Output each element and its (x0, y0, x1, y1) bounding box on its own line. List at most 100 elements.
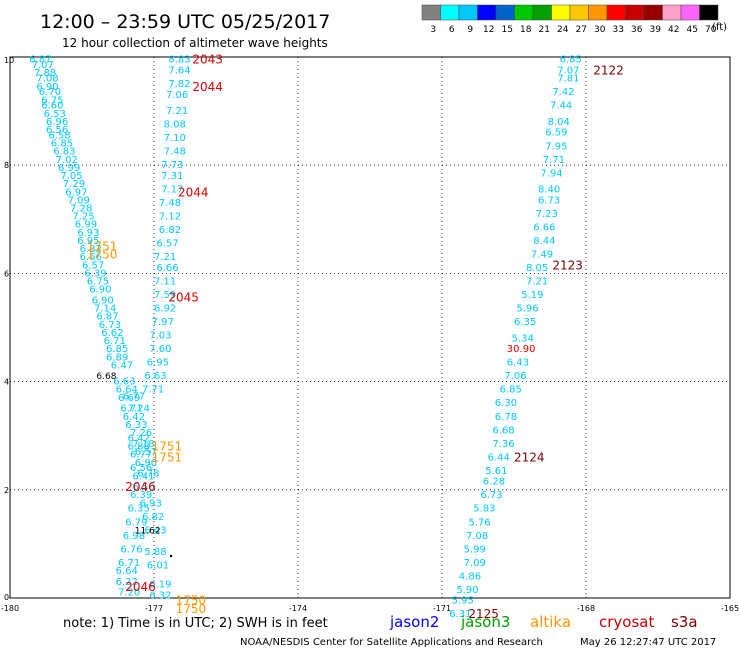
color-scale-label: 27 (576, 25, 587, 35)
wave-height-value: 7.21 (166, 106, 188, 117)
footer-timestamp: May 26 12:27:47 UTC 2017 (580, 637, 716, 648)
wave-height-value: 7.82 (168, 79, 190, 90)
x-tick-label: -171 (433, 604, 451, 613)
wave-height-value: 6.66 (80, 252, 102, 263)
wave-height-value: 8.40 (538, 185, 560, 196)
wave-height-value: 7.26 (130, 428, 152, 439)
color-scale-label: 70 (705, 25, 717, 35)
wave-height-value: 6.71 (104, 336, 126, 347)
color-swatch (532, 4, 552, 21)
wave-height-value: 7.09 (68, 195, 90, 206)
pass-number-label: 2044 (192, 80, 223, 94)
wave-height-value: 6.98 (123, 531, 145, 542)
wave-height-value: 7.17 (161, 185, 183, 196)
color-swatch (588, 4, 608, 21)
satellite-legend: jason2 jason3 altika cryosat s3a (389, 613, 698, 631)
pass-number-label: 2044 (178, 185, 209, 199)
wave-height-value: 6.42 (123, 412, 145, 423)
wave-height-value: 6.99 (75, 220, 97, 231)
wave-height-value: 6.83 (53, 147, 75, 158)
legend-entry-altika: altika (530, 613, 571, 631)
color-scale-label: 15 (502, 25, 513, 35)
wave-height-value: 6.78 (137, 469, 159, 480)
wave-height-value: 7.48 (164, 147, 186, 158)
wave-height-value: 7.03 (149, 331, 171, 342)
page-subtitle: 12 hour collection of altimeter wave hei… (62, 36, 328, 50)
wave-height-value: 6.42 (128, 433, 150, 444)
color-scale-label: 21 (539, 25, 550, 35)
wave-height-value: 6.71 (118, 558, 140, 569)
wave-height-value: 5.99 (464, 544, 486, 555)
color-scale-label: 9 (467, 25, 473, 35)
color-swatch (440, 4, 460, 21)
wave-height-value: 6.58 (48, 130, 70, 141)
pass-number-label: 1750 (176, 594, 207, 608)
wave-height-value: 6.19 (149, 579, 171, 590)
wave-height-value: 6.76 (120, 544, 142, 555)
pass-number-label: 2043 (192, 53, 223, 67)
wave-height-value: 5.90 (456, 585, 478, 596)
wave-height-value: 6.73 (99, 320, 121, 331)
wave-height-value: 6.31 (449, 609, 471, 620)
pass-number-label: 2123 (552, 258, 583, 272)
wave-height-value: 6.90 (36, 82, 58, 93)
wave-height-value: 8.05 (526, 263, 548, 274)
wave-height-value: 6.64 (116, 385, 138, 396)
wave-height-value: 6.79 (125, 517, 147, 528)
wave-height-value: 6.95 (147, 358, 169, 369)
wave-height-value: 7.11 (154, 277, 176, 288)
wave-height-value: 11.62 (135, 526, 161, 536)
wave-height-value: 7.08 (36, 74, 58, 85)
wave-height-value: 6.85 (106, 344, 128, 355)
wave-height-value: 5.88 (144, 547, 166, 558)
wave-height-value: 7.28 (70, 203, 92, 214)
color-swatch (421, 4, 441, 21)
wave-height-value: 6.68 (492, 425, 514, 436)
wave-height-value: 7.21 (526, 277, 548, 288)
wave-height-value: 7.06 (504, 371, 526, 382)
legend-entry-cryosat: cryosat (599, 613, 654, 631)
footer-credit: NOAA/NESDIS Center for Satellite Applica… (240, 637, 543, 648)
y-tick-label: 6 (4, 269, 9, 278)
wave-height-value: 7.71 (543, 155, 565, 166)
wave-height-value: 6.69 (118, 393, 140, 404)
wave-height-value: 7.24 (128, 404, 150, 415)
color-swatch (606, 4, 626, 21)
x-tick-label: -165 (721, 604, 739, 613)
x-tick-label: -168 (577, 604, 595, 613)
wave-height-value: 6.39 (84, 268, 106, 279)
pass-number-label: 2125 (468, 607, 499, 621)
y-tick-label: 8 (4, 161, 9, 170)
color-swatch (495, 4, 515, 21)
wave-height-value: 6.01 (147, 561, 169, 572)
wave-height-value: 6.71 (120, 404, 142, 415)
wave-height-value: 7.81 (557, 74, 579, 85)
color-scale-label: 30 (594, 25, 606, 35)
color-scale-label: 45 (687, 25, 698, 35)
wave-height-value: 6.99 (58, 163, 80, 174)
color-scale-label: 24 (557, 25, 569, 35)
wave-height-value: 5.34 (512, 333, 534, 344)
color-scale-label: 42 (668, 25, 679, 35)
wave-height-value: 5.76 (468, 517, 490, 528)
color-swatch (643, 4, 663, 21)
wave-height-value: 7.64 (168, 66, 190, 77)
y-tick-label: 4 (4, 378, 9, 387)
wave-height-value: 6.85 (560, 55, 582, 66)
wave-height-value: 6.62 (101, 328, 123, 339)
wave-height-value: 7.36 (492, 439, 514, 450)
y-tick-label: 10 (4, 56, 14, 65)
wave-height-value: 7.94 (540, 168, 562, 179)
color-swatch (625, 4, 645, 21)
color-scale-label: 12 (483, 25, 494, 35)
wave-height-value: 6.77 (130, 450, 152, 461)
wave-height-value: 6.56 (46, 125, 68, 136)
wave-height-value: 6.64 (116, 566, 138, 577)
y-tick-label: 2 (4, 486, 9, 495)
wave-height-value: 7.49 (531, 249, 553, 260)
wave-height-value: 6.43 (507, 358, 529, 369)
pass-number-label: 1751 (152, 440, 183, 454)
pass-number-label: 1751 (152, 450, 183, 464)
wave-height-value: 7.05 (60, 171, 82, 182)
